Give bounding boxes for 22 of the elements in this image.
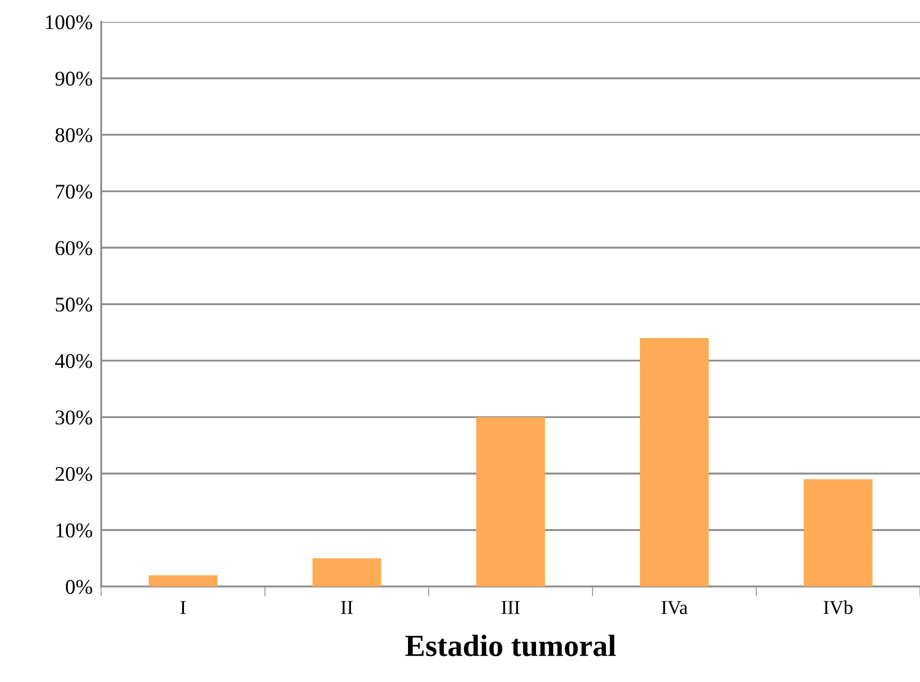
x-tick-label: II: [341, 601, 353, 614]
bar: [476, 417, 545, 587]
y-tick-label: 30%: [56, 410, 92, 425]
x-tick-label: I: [180, 601, 186, 614]
x-tick-label: III: [502, 601, 520, 614]
y-tick-label: 80%: [55, 128, 92, 142]
x-tick-label: IVa: [662, 601, 688, 614]
y-tick-label: 50%: [56, 298, 92, 312]
bar: [312, 558, 382, 587]
y-tick-label: 100%: [46, 15, 92, 30]
bar: [804, 479, 873, 587]
y-tick-label: 40%: [55, 354, 92, 368]
bar: [148, 575, 218, 587]
y-tick-label: 70%: [56, 184, 92, 199]
y-tick-label: 10%: [56, 523, 92, 538]
y-tick-label: 90%: [55, 72, 92, 86]
y-tick-label: 20%: [56, 466, 92, 482]
x-tick-label: IVb: [824, 600, 852, 614]
bar: [640, 338, 709, 587]
x-axis-title: Estadio tumoral: [405, 634, 616, 656]
y-tick-label: 0%: [66, 580, 92, 594]
y-tick-label: 60%: [56, 241, 92, 256]
